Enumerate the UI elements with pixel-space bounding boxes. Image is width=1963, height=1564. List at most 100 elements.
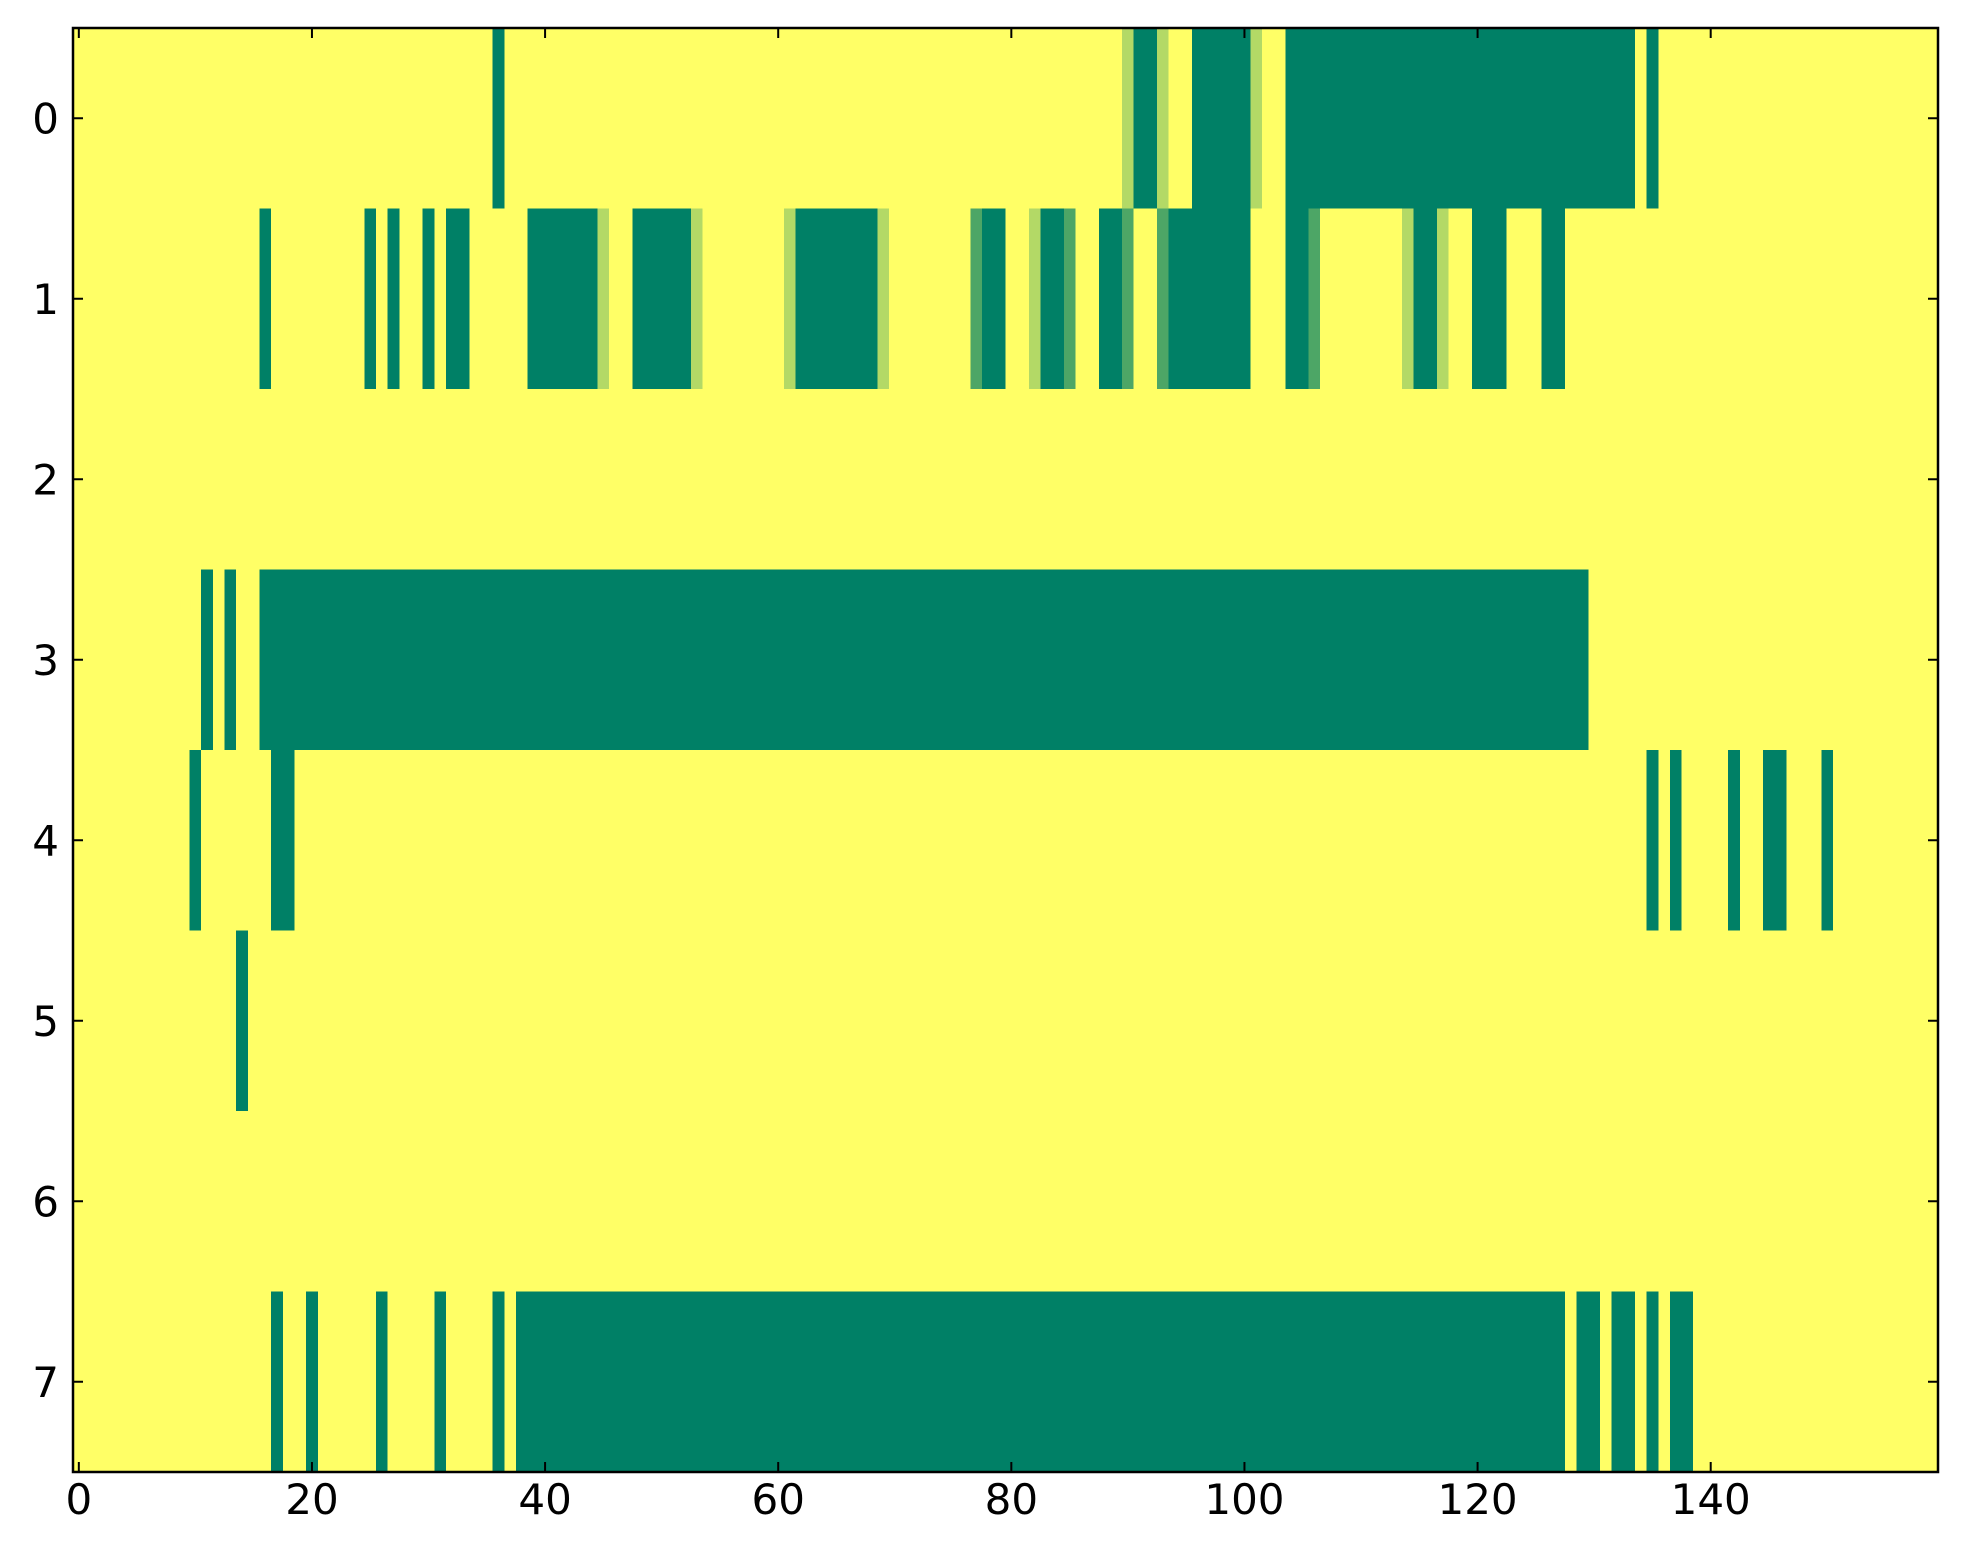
cell bbox=[1751, 208, 1764, 390]
cell bbox=[1623, 28, 1636, 210]
cell bbox=[1110, 750, 1123, 932]
cell bbox=[585, 569, 599, 751]
cell bbox=[1401, 28, 1415, 210]
cell bbox=[1390, 569, 1403, 751]
cell bbox=[306, 28, 319, 210]
cell bbox=[166, 208, 179, 390]
cell bbox=[1483, 1111, 1496, 1293]
cell bbox=[993, 1111, 1007, 1293]
cell bbox=[1798, 28, 1811, 210]
cell bbox=[434, 930, 447, 1112]
x-tick-label: 140 bbox=[1671, 1475, 1751, 1524]
cell bbox=[1460, 930, 1473, 1112]
cell bbox=[784, 28, 797, 210]
cell bbox=[900, 750, 913, 932]
cell bbox=[1425, 1111, 1438, 1293]
cell bbox=[807, 569, 820, 751]
cell bbox=[632, 389, 645, 571]
cell bbox=[795, 208, 808, 390]
cell bbox=[1273, 28, 1286, 210]
cell bbox=[201, 750, 214, 932]
cell bbox=[294, 28, 307, 210]
cell bbox=[609, 930, 622, 1112]
cell bbox=[1052, 389, 1065, 571]
cell bbox=[1448, 750, 1461, 932]
cell bbox=[574, 1111, 587, 1293]
cell bbox=[457, 750, 470, 932]
cell bbox=[539, 1111, 552, 1293]
cell bbox=[247, 28, 261, 210]
cell bbox=[422, 1291, 435, 1473]
cell bbox=[842, 1111, 855, 1293]
cell bbox=[154, 930, 167, 1112]
cell bbox=[842, 930, 855, 1112]
cell bbox=[550, 569, 564, 751]
cell bbox=[189, 389, 202, 571]
cell bbox=[1693, 389, 1706, 571]
cell bbox=[434, 1291, 447, 1473]
cell bbox=[189, 208, 202, 390]
cell bbox=[1075, 750, 1088, 932]
cell bbox=[1075, 930, 1088, 1112]
cell bbox=[725, 1291, 739, 1473]
cell bbox=[259, 1111, 272, 1293]
cell bbox=[1903, 28, 1916, 210]
cell bbox=[958, 569, 972, 751]
cell bbox=[434, 208, 447, 390]
cell bbox=[166, 1111, 179, 1293]
cell bbox=[1681, 1291, 1694, 1473]
cell bbox=[993, 28, 1007, 210]
cell bbox=[1133, 1111, 1146, 1293]
cell bbox=[947, 389, 960, 571]
cell bbox=[1040, 208, 1053, 390]
cell bbox=[247, 569, 261, 751]
cell bbox=[819, 1291, 832, 1473]
cell bbox=[947, 208, 960, 390]
cell bbox=[1588, 930, 1601, 1112]
cell bbox=[317, 1111, 331, 1293]
cell bbox=[667, 28, 680, 210]
cell bbox=[352, 389, 366, 571]
cell bbox=[749, 208, 762, 390]
cell bbox=[1028, 389, 1042, 571]
cell bbox=[271, 28, 284, 210]
cell bbox=[1646, 1291, 1659, 1473]
cell bbox=[1821, 569, 1834, 751]
cell bbox=[1215, 1111, 1228, 1293]
cell bbox=[1425, 569, 1438, 751]
cell bbox=[1518, 750, 1531, 932]
cell bbox=[1599, 569, 1613, 751]
cell bbox=[480, 569, 494, 751]
cell bbox=[1495, 28, 1508, 210]
cell bbox=[1401, 930, 1415, 1112]
cell bbox=[1576, 569, 1589, 751]
cell bbox=[1273, 750, 1286, 932]
cell bbox=[1716, 569, 1729, 751]
cell bbox=[119, 569, 132, 751]
cell bbox=[1401, 569, 1415, 751]
cell bbox=[760, 1291, 773, 1473]
cell bbox=[422, 28, 435, 210]
cell bbox=[96, 1291, 109, 1473]
cell bbox=[119, 389, 132, 571]
cell bbox=[271, 1111, 284, 1293]
cell bbox=[1506, 1111, 1519, 1293]
cell bbox=[166, 389, 179, 571]
cell bbox=[958, 1111, 972, 1293]
cell bbox=[888, 569, 902, 751]
cell bbox=[224, 208, 237, 390]
heatmap-cells bbox=[73, 28, 1939, 1473]
cell bbox=[1774, 1291, 1788, 1473]
cell bbox=[935, 389, 948, 571]
cell bbox=[690, 1111, 704, 1293]
cell bbox=[1192, 389, 1205, 571]
cell bbox=[1180, 28, 1193, 210]
cell bbox=[201, 389, 214, 571]
cell bbox=[282, 930, 296, 1112]
cell bbox=[1798, 750, 1811, 932]
cell bbox=[1331, 750, 1345, 932]
cell bbox=[1098, 569, 1112, 751]
cell bbox=[1366, 389, 1380, 571]
cell bbox=[1833, 750, 1846, 932]
cell bbox=[574, 930, 587, 1112]
